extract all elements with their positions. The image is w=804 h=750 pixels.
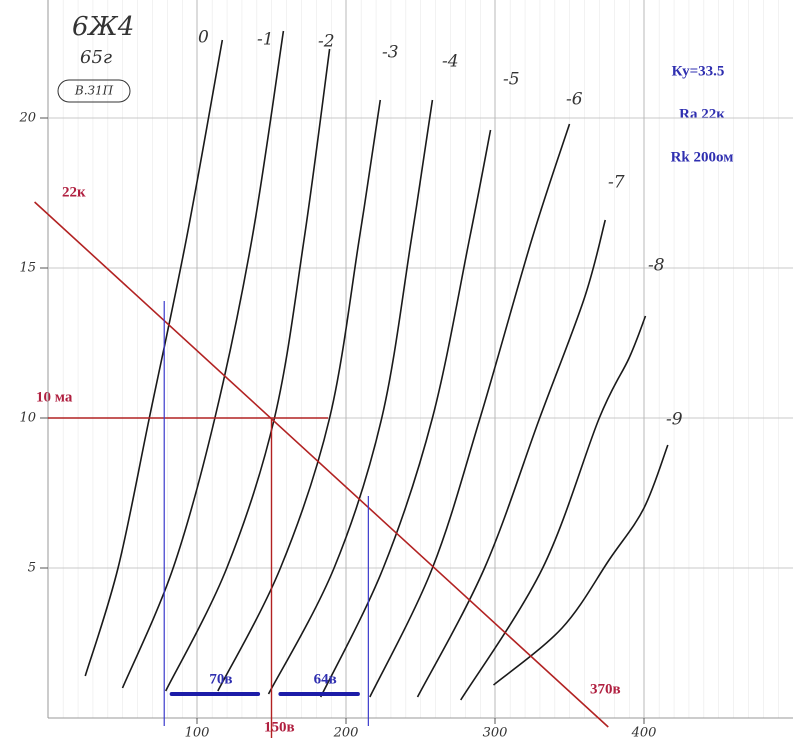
plate-curve [492,444,669,686]
curve-label: -5 [503,70,520,90]
x-tick-label: 200 [333,726,359,741]
x-tick-label: 100 [185,726,210,741]
stamp: В.З1П [74,84,114,98]
stamp-box [57,79,131,103]
plate-curve [121,30,285,689]
curve-label: -8 [648,256,665,276]
load-line-end-label: 370в [590,681,621,697]
load-line [34,201,609,728]
curve-label: -3 [382,43,399,63]
plate-curve [416,219,607,698]
plate-curve [84,39,224,677]
current-label: 10 ма [36,389,73,405]
y-tick-label: 10 [19,411,36,426]
y-tick-label: 20 [18,111,36,126]
curve-label: -4 [442,52,459,72]
plate-curve [460,315,647,701]
plate-curve [217,99,382,692]
graph-paper [48,0,793,718]
curve-label: -7 [608,173,625,193]
plate-curve [164,48,331,692]
curve-label: -1 [257,30,274,50]
y-tick-label: 15 [19,261,36,276]
x-tick-label: 300 [483,726,508,741]
tube-name: 6Ж4 [72,12,134,42]
curve-label: -9 [666,410,683,430]
curve-label: -6 [566,90,583,110]
plate-curve [319,129,492,698]
voltage-label: 150в [264,719,295,735]
info-gain: Ку=33.5 [672,63,725,79]
year: 65г [80,47,112,68]
plate-curve [369,123,571,698]
x-tick-label: 400 [631,726,657,741]
swing-label: 70в [209,671,232,687]
swing-label: 64в [314,671,337,687]
load-line-label: 22к [62,184,86,200]
curve-label: -2 [318,32,335,52]
plate-curve [267,99,434,695]
info-rk: Rk 200ом [671,149,734,165]
y-tick-label: 5 [28,561,36,576]
curve-label: 0 [198,28,209,48]
info-ra: Ra 22к [679,106,725,122]
